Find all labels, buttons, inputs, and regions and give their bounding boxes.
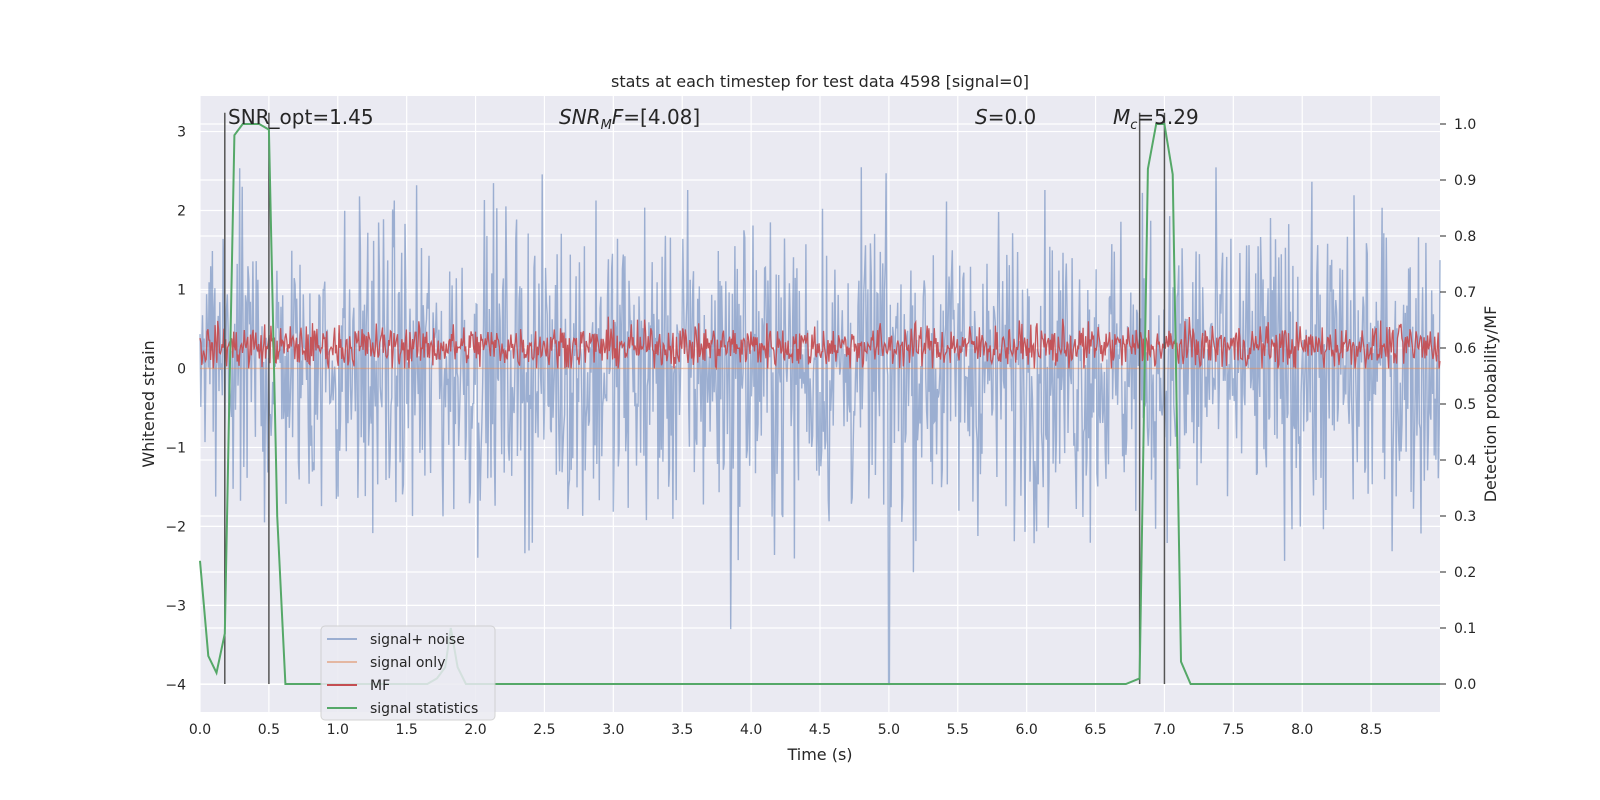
x-tick-label-10: 5.0 [878, 722, 900, 738]
annotation-s: S=0.0 [975, 105, 1036, 129]
annotation-snr-mf-sub: M [601, 118, 612, 133]
x-ticks: 0.0 0.5 1.0 1.5 2.0 2.5 3.0 3.5 4.0 4.5 5.0 5.5 6.0 6… [189, 722, 1382, 738]
x-tick-label-17: 8.5 [1360, 722, 1382, 738]
x-tick-label-5: 2.5 [533, 722, 555, 738]
annotation-s-main: S [975, 105, 988, 129]
legend-label-signal-only: signal only [370, 655, 445, 671]
x-tick-label-16: 8.0 [1291, 722, 1313, 738]
y2-axis-label: Detection probability/MF [1481, 306, 1500, 503]
y2-tick-label-3: 0.3 [1454, 509, 1476, 525]
y-tick-label-4: 0 [177, 361, 186, 377]
series-mf [199, 316, 1441, 371]
annotation-snr-opt: SNR_opt=1.45 [228, 105, 374, 129]
y2-tick-label-2: 0.2 [1454, 565, 1476, 581]
x-tick-label-2: 1.0 [327, 722, 349, 738]
x-tick-label-11: 5.5 [947, 722, 969, 738]
series-signal-noise [199, 167, 1441, 686]
annotation-snr-mf-main: SNR [559, 105, 601, 129]
legend: signal+ noise signal only MF signal stat… [320, 625, 496, 721]
legend-label-signal-noise: signal+ noise [370, 632, 465, 648]
y2-tick-label-8: 0.8 [1454, 229, 1476, 245]
annotation-snr-mf: SNRMF=[4.08] [559, 105, 700, 133]
x-tick-label-4: 2.0 [464, 722, 486, 738]
y-tick-label-3: −1 [165, 440, 186, 456]
chart-title: stats at each timestep for test data 459… [611, 72, 1029, 91]
x-tick-label-9: 4.5 [809, 722, 831, 738]
legend-label-signal-statistics: signal statistics [370, 701, 478, 717]
y2-tick-label-5: 0.5 [1454, 397, 1476, 413]
y-tick-label-0: −4 [165, 677, 186, 693]
line-signal-noise [199, 167, 1441, 686]
y2-tick-label-6: 0.6 [1454, 341, 1476, 357]
y-tick-label-6: 2 [177, 204, 186, 220]
x-tick-label-14: 7.0 [1153, 722, 1175, 738]
legend-box [320, 625, 496, 721]
x-tick-label-1: 0.5 [258, 722, 280, 738]
x-tick-label-6: 3.0 [602, 722, 624, 738]
y2-tick-label-10: 1.0 [1454, 117, 1476, 133]
legend-label-mf: MF [370, 678, 390, 694]
x-tick-label-12: 6.0 [1016, 722, 1038, 738]
y2-tick-label-1: 0.1 [1454, 621, 1476, 637]
x-axis-label: Time (s) [786, 745, 852, 764]
y-ticks: −4 −3 −2 −1 0 1 2 3 [165, 125, 186, 694]
x-tick-label-15: 7.5 [1222, 722, 1244, 738]
annotation-s-value: =0.0 [988, 105, 1037, 129]
y-tick-label-1: −3 [165, 598, 186, 614]
y2-tick-label-7: 0.7 [1454, 285, 1476, 301]
annotation-snr-mf-value: =[4.08] [623, 105, 700, 129]
annotation-mc: Mc=5.29 [1113, 105, 1199, 133]
x-tick-label-7: 3.5 [671, 722, 693, 738]
annotation-mc-sub: c [1130, 118, 1137, 133]
annotation-snr-mf-f: F [612, 105, 624, 129]
y2-ticks: 0.0 0.1 0.2 0.3 0.4 0.5 0.6 0.7 0.8 0.9 1.0 [1440, 117, 1476, 693]
x-tick-label-3: 1.5 [396, 722, 418, 738]
annotation-mc-main: M [1113, 105, 1130, 129]
line-mf [199, 316, 1441, 371]
x-tick-label-0: 0.0 [189, 722, 211, 738]
x-tick-label-8: 4.0 [740, 722, 762, 738]
y-axis-label: Whitened strain [139, 340, 158, 467]
annotation-mc-value: =5.29 [1137, 105, 1198, 129]
y-tick-label-2: −2 [165, 519, 186, 535]
y2-tick-label-0: 0.0 [1454, 677, 1476, 693]
y2-tick-label-9: 0.9 [1454, 173, 1476, 189]
y-tick-label-5: 1 [177, 282, 186, 298]
y-tick-label-7: 3 [177, 125, 186, 141]
y2-tick-label-4: 0.4 [1454, 453, 1476, 469]
x-tick-label-13: 6.5 [1084, 722, 1106, 738]
